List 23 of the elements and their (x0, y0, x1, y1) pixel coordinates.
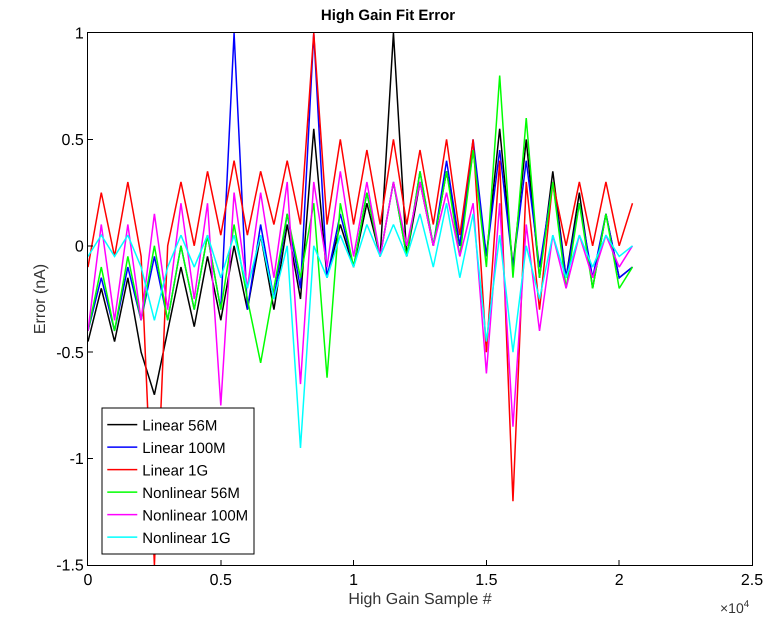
y-tick-label: 0.5 (62, 132, 84, 149)
x-tick-label: 2.5 (740, 572, 764, 590)
y-tick-label: 1 (74, 26, 84, 43)
line-series (88, 33, 634, 565)
y-axis-title: Error (nA) (32, 264, 50, 334)
x-tick-label: 1 (349, 572, 358, 590)
legend-label: Nonlinear 56M (142, 484, 240, 502)
x-tick-label: 0.5 (210, 572, 232, 590)
legend-label: Linear 1G (142, 462, 208, 480)
y-tick-label: -1.5 (56, 558, 84, 575)
x-tick-label: 2 (614, 572, 624, 590)
text: ×10$^{4}$ (720, 599, 750, 616)
line-series (88, 74, 634, 378)
y-tick-label: -1 (70, 451, 84, 468)
legend-label: Nonlinear 100M (142, 507, 248, 524)
y-tick-label: -0.5 (56, 344, 84, 362)
legend-label: Nonlinear 1G (142, 530, 231, 547)
legend-label: Linear 56M (142, 417, 218, 434)
chart-title: High Gain Fit Error (320, 6, 456, 24)
x-tick-label: 1.5 (475, 572, 498, 590)
y-tick-label: 0 (74, 238, 84, 256)
legend-label: Linear 100M (142, 440, 226, 457)
x-axis-title: High Gain Sample # (348, 590, 492, 608)
